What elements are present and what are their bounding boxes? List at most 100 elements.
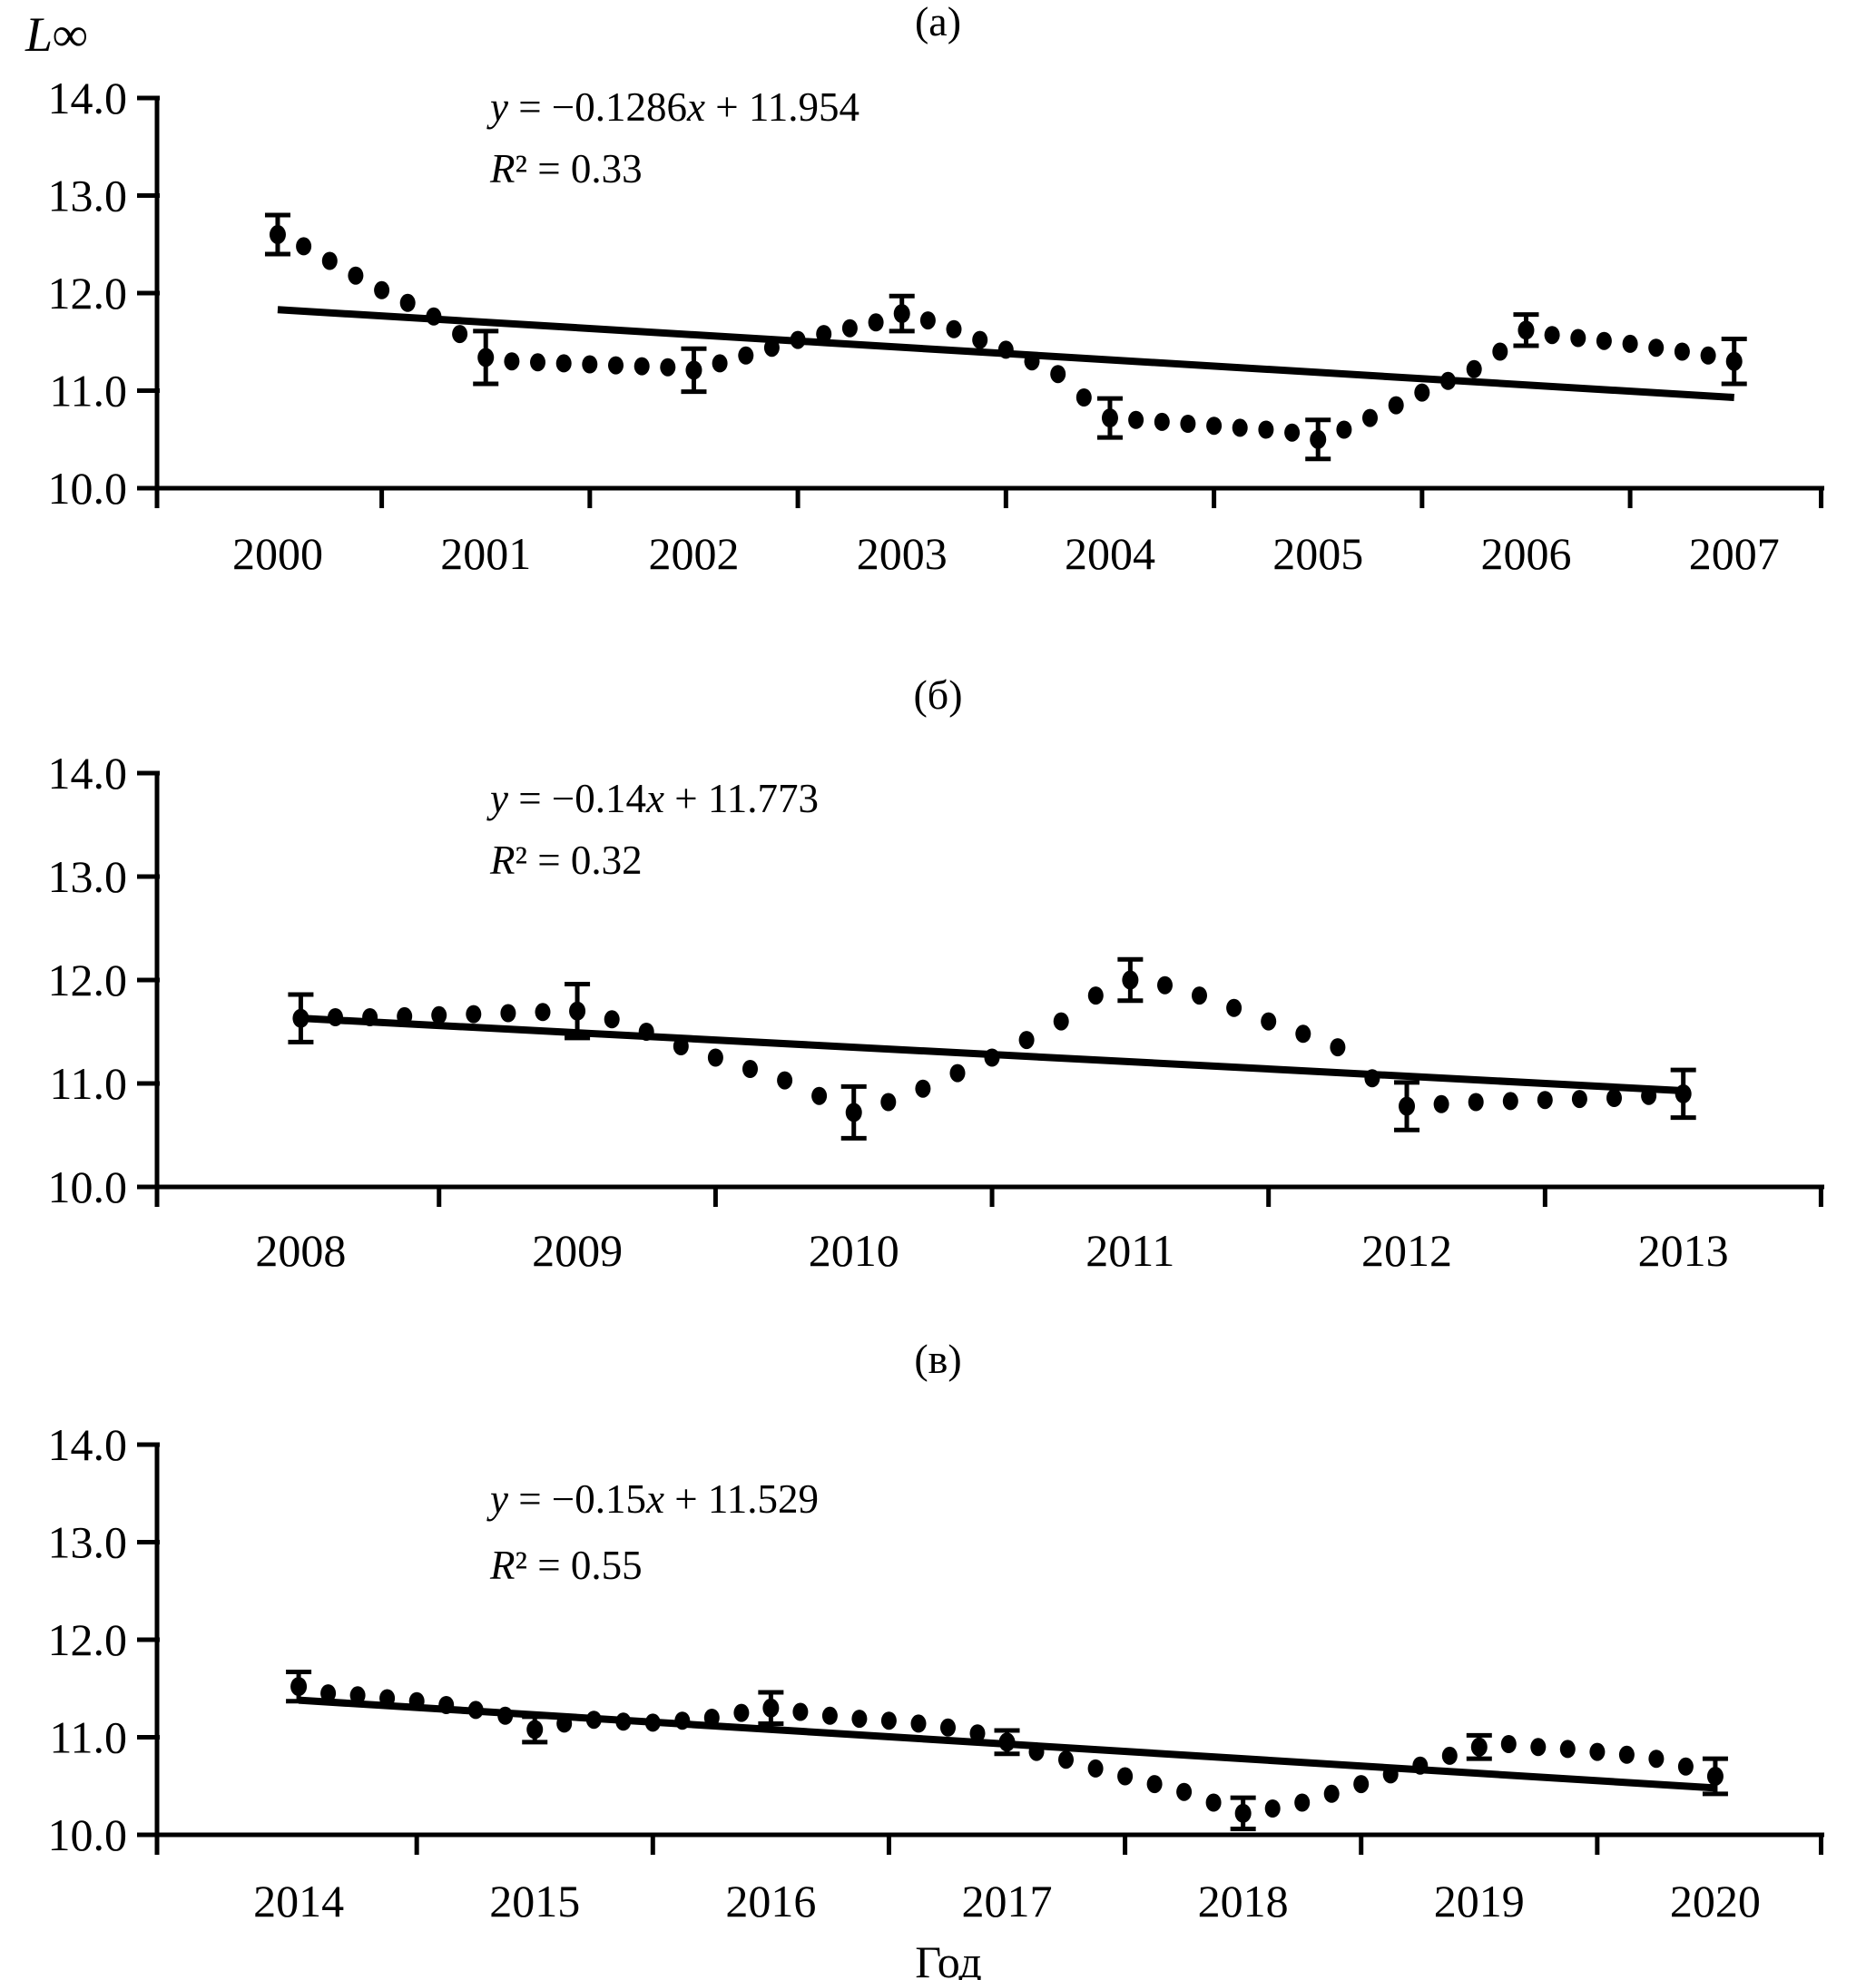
error-bar-point	[1234, 1803, 1252, 1823]
x-tick-label: 2016	[725, 1876, 816, 1926]
data-point	[1618, 1745, 1635, 1764]
data-point	[1606, 1089, 1622, 1107]
x-tick-label: 2017	[962, 1876, 1053, 1926]
data-point	[452, 325, 468, 344]
data-point	[1323, 1784, 1340, 1803]
data-point	[811, 1086, 828, 1105]
x-tick-label: 2005	[1272, 528, 1363, 579]
data-point	[582, 355, 598, 374]
data-point	[555, 354, 572, 373]
data-point	[816, 325, 832, 344]
data-point	[660, 358, 676, 377]
y-tick-label: 13.0	[48, 851, 128, 902]
data-point	[1537, 1091, 1553, 1110]
x-tick-label: 2010	[809, 1225, 899, 1276]
data-point	[868, 313, 884, 332]
data-point	[349, 1686, 366, 1705]
panel-b-equation: y = −0.14x + 11.773	[490, 776, 819, 821]
y-tick-label: 13.0	[48, 171, 128, 221]
data-point	[1295, 1024, 1311, 1044]
error-bar-point	[1122, 970, 1139, 990]
data-point	[1559, 1740, 1576, 1759]
data-point	[1466, 359, 1482, 378]
data-point	[919, 311, 936, 330]
error-bar-point	[1101, 408, 1118, 428]
y-tick-label: 10.0	[48, 463, 128, 514]
y-tick-label: 12.0	[48, 268, 128, 319]
error-bar-point	[893, 304, 910, 324]
data-point	[374, 280, 390, 299]
data-point	[1502, 1092, 1518, 1111]
data-point	[792, 1702, 809, 1721]
data-point	[1596, 331, 1612, 350]
data-point	[1018, 1031, 1035, 1050]
error-bar-point	[1706, 1767, 1724, 1786]
panel-2-plot: 14.0 13.0 12.0 11.0 10.0 2014 2015 2016 2017 2018…	[48, 1419, 1824, 1926]
data-point	[1076, 388, 1092, 407]
x-tick-label: 2008	[255, 1225, 346, 1276]
panel-a-r-squared: R² = 0.33	[490, 146, 643, 191]
data-point	[1441, 1746, 1458, 1765]
data-point	[1154, 412, 1170, 431]
data-point	[969, 1724, 986, 1743]
data-point	[1330, 1038, 1346, 1057]
data-point	[1206, 417, 1223, 436]
data-point	[1700, 346, 1716, 365]
data-point	[915, 1079, 931, 1098]
data-point	[1648, 1750, 1665, 1769]
y-tick-label: 10.0	[48, 1162, 128, 1212]
data-point	[1050, 365, 1066, 384]
y-tick-label: 13.0	[48, 1517, 128, 1568]
data-point	[535, 1003, 551, 1022]
panel-v-equation: y = −0.15x + 11.529	[490, 1476, 819, 1522]
panel-a-equation: y = −0.1286x + 11.954	[490, 84, 859, 130]
data-point	[972, 330, 988, 349]
data-point	[1570, 328, 1586, 348]
data-point	[1589, 1742, 1606, 1761]
y-axis-title: L∞	[25, 7, 88, 62]
error-bar-point	[1470, 1737, 1488, 1757]
error-bar-point	[269, 225, 286, 244]
x-tick-label: 2001	[440, 528, 531, 579]
panel-v-title: (в)	[914, 1336, 962, 1382]
y-tick-label: 12.0	[48, 955, 128, 1005]
error-bar-point	[845, 1103, 862, 1122]
data-point	[777, 1071, 793, 1090]
error-bar-point	[1399, 1096, 1416, 1116]
data-point	[399, 293, 416, 312]
data-point	[634, 357, 650, 376]
x-tick-label: 2014	[253, 1876, 344, 1926]
data-point	[348, 266, 364, 285]
data-point	[946, 319, 962, 338]
data-point	[851, 1710, 868, 1729]
y-tick-label: 14.0	[48, 73, 128, 123]
data-point	[880, 1711, 897, 1730]
error-bar-point	[290, 1677, 308, 1697]
x-tick-label: 2015	[489, 1876, 580, 1926]
error-bar-point	[762, 1698, 780, 1718]
data-point	[1622, 334, 1638, 353]
data-point	[1571, 1090, 1587, 1109]
x-tick-label: 2012	[1361, 1225, 1452, 1276]
y-tick-label: 11.0	[49, 366, 127, 417]
data-point	[742, 1060, 758, 1078]
data-point	[1128, 410, 1144, 429]
data-point	[949, 1064, 966, 1083]
data-point	[1146, 1775, 1163, 1794]
data-point	[1500, 1735, 1517, 1753]
y-tick-label: 14.0	[48, 1419, 128, 1470]
data-point	[1433, 1094, 1449, 1113]
data-point	[1226, 998, 1242, 1017]
data-point	[608, 356, 624, 375]
y-tick-label: 11.0	[49, 1712, 127, 1763]
data-point	[320, 1684, 337, 1703]
data-point	[940, 1718, 956, 1737]
x-tick-label: 2011	[1085, 1225, 1174, 1276]
data-point	[1362, 408, 1378, 427]
x-tick-label: 2007	[1689, 528, 1780, 579]
panel-1-plot: 14.0 13.0 12.0 11.0 10.0 2008 2009 2010 2011 2012…	[48, 748, 1824, 1276]
data-point	[1677, 1757, 1694, 1776]
trend-line	[298, 1696, 1716, 1792]
x-tick-label: 2018	[1198, 1876, 1289, 1926]
